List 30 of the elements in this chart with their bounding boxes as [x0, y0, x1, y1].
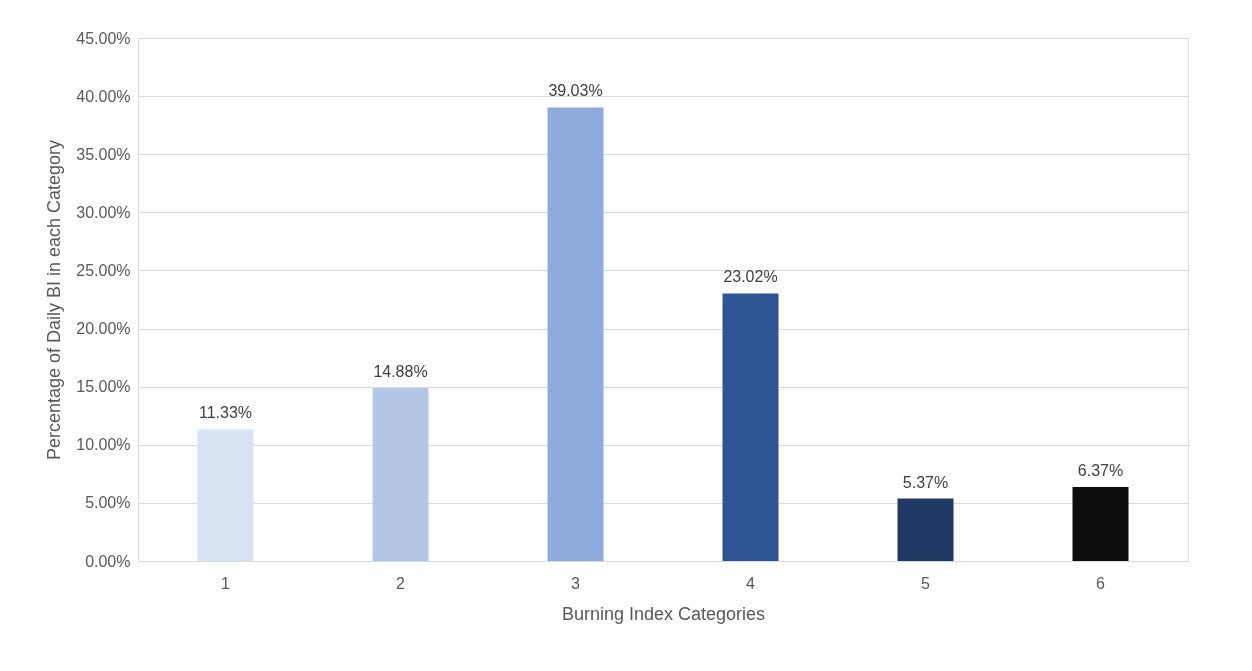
y-tick-label: 10.00% [76, 436, 131, 454]
y-axis-title: Percentage of Daily BI in each Category [44, 139, 65, 461]
bar [722, 293, 779, 561]
data-label: 11.33% [198, 404, 253, 422]
y-tick-label: 45.00% [76, 29, 131, 47]
x-tick-label: 5 [921, 574, 931, 592]
y-tick-label: 35.00% [76, 145, 131, 163]
bar [1072, 486, 1129, 561]
bar [897, 498, 954, 561]
y-tick-label: 20.00% [76, 320, 131, 338]
x-axis-title: Burning Index Categories [561, 603, 766, 624]
x-tick-label: 3 [571, 574, 581, 592]
data-label: 6.37% [1077, 461, 1124, 479]
bar [547, 107, 604, 561]
y-tick-label: 30.00% [76, 203, 131, 221]
data-label: 39.03% [548, 82, 603, 100]
y-tick-label: 0.00% [85, 552, 131, 570]
y-tick-label: 25.00% [76, 261, 131, 279]
y-tick-label: 5.00% [85, 494, 131, 512]
bar [372, 388, 429, 561]
bar [197, 429, 254, 561]
x-tick-label: 1 [221, 574, 231, 592]
y-tick-label: 15.00% [76, 378, 131, 396]
data-label: 5.37% [902, 473, 949, 491]
data-label: 23.02% [723, 268, 778, 286]
x-tick-label: 2 [396, 574, 406, 592]
x-tick-label: 6 [1096, 574, 1106, 592]
x-tick-label: 4 [746, 574, 756, 592]
data-label: 14.88% [373, 363, 428, 381]
y-tick-label: 40.00% [76, 87, 131, 105]
